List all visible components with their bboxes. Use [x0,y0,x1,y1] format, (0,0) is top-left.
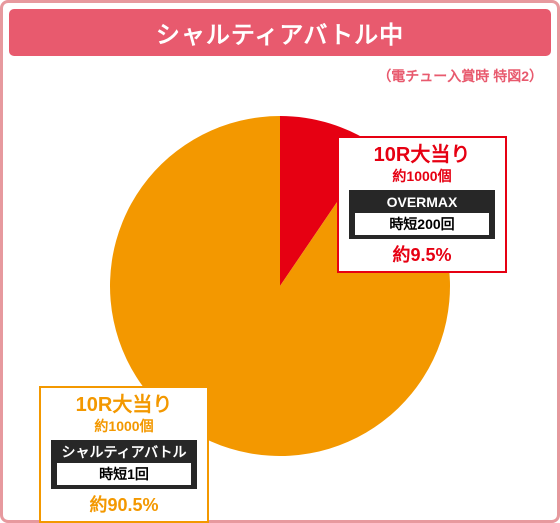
label-mode-name: OVERMAX [355,194,489,211]
label-title: 10R大当り [349,144,495,166]
title-text: シャルティアバトル中 [156,22,404,49]
chart-card: シャルティアバトル中 （電チュー入賞時 特図2） 10R大当り約1000個OVE… [0,0,560,523]
label-mode: OVERMAX 時短200回 [349,190,495,239]
subtitle: （電チュー入賞時 特図2） [9,66,543,86]
label-mode-name: シャルティアバトル [57,444,191,461]
slice-label-box: 10R大当り約1000個シャルティアバトル時短1回約90.5% [39,386,209,523]
label-sub: 約1000個 [349,166,495,186]
label-percent: 約90.5% [51,491,197,517]
title-bar: シャルティアバトル中 [9,9,551,56]
label-percent: 約9.5% [349,241,495,267]
label-mode-detail: 時短200回 [355,213,489,235]
subtitle-text: （電チュー入賞時 特図2） [377,68,543,84]
slice-label-box: 10R大当り約1000個 OVERMAX 時短200回約9.5% [337,136,507,273]
label-title: 10R大当り [51,394,197,416]
label-mode: シャルティアバトル時短1回 [51,440,197,489]
label-mode-detail: 時短1回 [57,463,191,485]
chart-area: 10R大当り約1000個OVERMAX時短200回約9.5%10R大当り約100… [9,86,551,516]
label-sub: 約1000個 [51,416,197,436]
